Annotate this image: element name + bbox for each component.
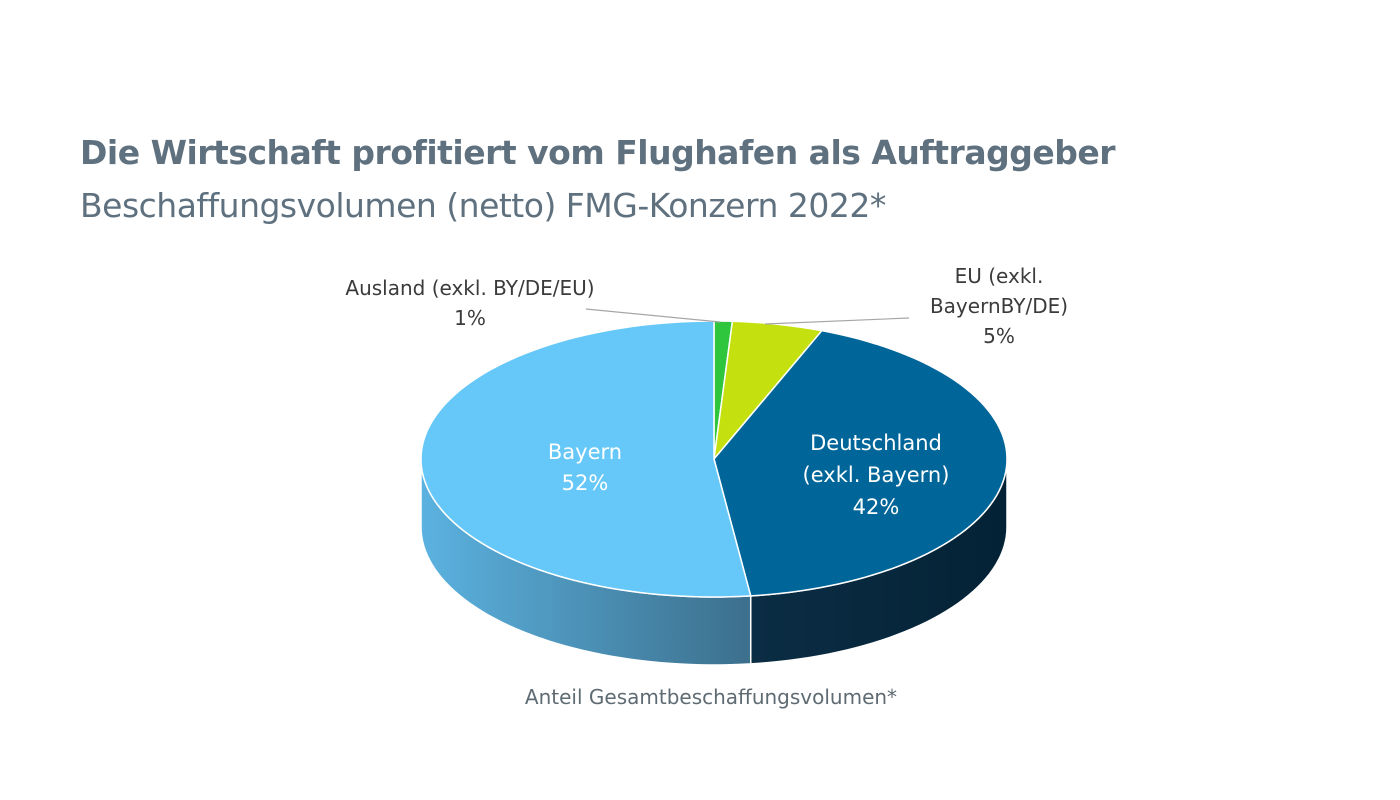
chart-subtitle: Beschaffungsvolumen (netto) FMG-Konzern … <box>80 186 886 225</box>
slice-label-1-line-2: 5% <box>983 324 1015 348</box>
slice-label-2-line-2: 42% <box>853 495 900 519</box>
slice-label-2-line-1: (exkl. Bayern) <box>803 463 950 487</box>
slice-label-1-line-0: EU (exkl. <box>955 264 1044 288</box>
slice-label-3-line-0: Bayern <box>548 440 622 464</box>
leader-lines <box>585 308 910 325</box>
slice-label-1-line-1: BayernBY/DE) <box>930 294 1068 318</box>
leader-line-1 <box>764 317 910 325</box>
slice-label-3-line-1: 52% <box>562 471 609 495</box>
leader-line-0 <box>585 308 721 323</box>
chart-caption: Anteil Gesamtbeschaffungsvolumen* <box>524 685 898 709</box>
slice-label-0-line-1: 1% <box>454 306 486 330</box>
pie-slice-3 <box>420 320 752 598</box>
pie-slice-1 <box>712 320 824 462</box>
slice-label-2-line-0: Deutschland <box>810 431 942 455</box>
chart-title: Die Wirtschaft profitiert vom Flughafen … <box>80 133 1116 172</box>
slice-labels: Ausland (exkl. BY/DE/EU) 1% EU (exkl. Bayer… <box>345 264 1068 519</box>
pie-slices <box>420 320 1008 598</box>
slice-label-0-line-0: Ausland (exkl. BY/DE/EU) <box>345 276 594 300</box>
pie-slice-2 <box>713 329 1008 597</box>
